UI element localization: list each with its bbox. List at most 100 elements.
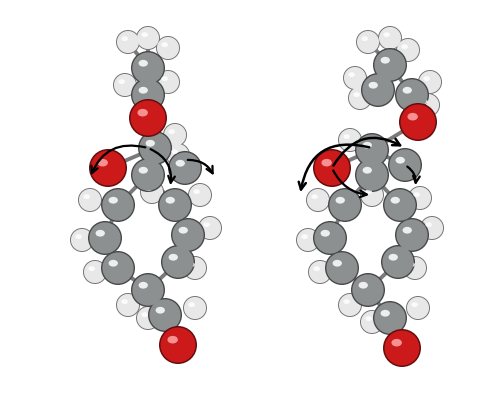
Ellipse shape	[388, 254, 398, 261]
Circle shape	[164, 124, 186, 146]
Circle shape	[159, 326, 197, 364]
Circle shape	[88, 221, 122, 255]
Circle shape	[167, 144, 189, 166]
Circle shape	[132, 79, 164, 110]
Circle shape	[379, 27, 401, 49]
Circle shape	[184, 297, 206, 319]
Circle shape	[132, 159, 164, 190]
Ellipse shape	[362, 36, 368, 41]
Circle shape	[102, 252, 134, 284]
Ellipse shape	[138, 167, 148, 173]
Circle shape	[356, 134, 388, 166]
Ellipse shape	[98, 159, 108, 166]
Circle shape	[132, 274, 164, 306]
Circle shape	[356, 159, 388, 190]
Ellipse shape	[84, 194, 90, 199]
Circle shape	[156, 70, 180, 94]
Ellipse shape	[414, 192, 420, 197]
Circle shape	[117, 294, 139, 316]
Ellipse shape	[332, 260, 342, 267]
Ellipse shape	[380, 57, 390, 64]
Circle shape	[131, 158, 165, 192]
Circle shape	[381, 245, 415, 279]
Ellipse shape	[426, 222, 432, 227]
Circle shape	[396, 79, 428, 110]
Ellipse shape	[336, 197, 345, 204]
Circle shape	[374, 50, 406, 81]
Circle shape	[408, 186, 432, 210]
Circle shape	[183, 256, 207, 280]
Ellipse shape	[142, 32, 148, 37]
Circle shape	[189, 184, 211, 206]
Circle shape	[160, 327, 196, 362]
Circle shape	[339, 129, 361, 151]
Ellipse shape	[122, 299, 128, 304]
Circle shape	[338, 128, 362, 152]
Ellipse shape	[358, 282, 368, 289]
Circle shape	[161, 245, 195, 279]
Circle shape	[313, 149, 351, 187]
Ellipse shape	[408, 113, 418, 120]
Circle shape	[162, 246, 194, 278]
Ellipse shape	[392, 339, 402, 346]
Circle shape	[116, 30, 140, 54]
Circle shape	[70, 228, 94, 252]
Circle shape	[378, 26, 402, 50]
Circle shape	[344, 67, 366, 89]
Circle shape	[90, 223, 120, 254]
Ellipse shape	[312, 194, 318, 199]
Circle shape	[373, 301, 407, 335]
Circle shape	[129, 99, 167, 137]
Circle shape	[157, 37, 179, 59]
Circle shape	[362, 74, 394, 106]
Ellipse shape	[176, 160, 185, 167]
Circle shape	[419, 71, 441, 93]
Circle shape	[156, 36, 180, 60]
Circle shape	[406, 296, 430, 320]
Ellipse shape	[366, 316, 372, 321]
Circle shape	[403, 256, 427, 280]
Circle shape	[360, 310, 384, 334]
Ellipse shape	[162, 42, 168, 47]
Circle shape	[352, 274, 384, 306]
Ellipse shape	[108, 260, 118, 267]
Ellipse shape	[368, 82, 378, 89]
Ellipse shape	[204, 222, 210, 227]
Circle shape	[349, 87, 371, 109]
Circle shape	[343, 66, 367, 90]
Ellipse shape	[142, 312, 148, 317]
Circle shape	[83, 260, 107, 284]
Circle shape	[79, 189, 101, 211]
Circle shape	[338, 293, 362, 317]
Ellipse shape	[348, 72, 355, 77]
Ellipse shape	[188, 302, 195, 307]
Circle shape	[172, 219, 204, 251]
Ellipse shape	[390, 197, 400, 204]
Circle shape	[101, 251, 135, 285]
Circle shape	[360, 183, 384, 207]
Ellipse shape	[96, 230, 105, 237]
Ellipse shape	[344, 299, 350, 304]
Circle shape	[90, 150, 126, 185]
Circle shape	[374, 303, 406, 334]
Circle shape	[356, 30, 380, 54]
Ellipse shape	[302, 234, 308, 239]
Ellipse shape	[138, 109, 148, 116]
Circle shape	[131, 78, 165, 112]
Circle shape	[117, 31, 139, 53]
Circle shape	[184, 257, 206, 279]
Circle shape	[421, 217, 443, 239]
Circle shape	[355, 158, 389, 192]
Circle shape	[171, 218, 205, 252]
Circle shape	[388, 148, 422, 182]
Circle shape	[188, 183, 212, 207]
Circle shape	[314, 223, 346, 254]
Ellipse shape	[194, 189, 200, 194]
Circle shape	[396, 219, 428, 251]
Circle shape	[130, 101, 166, 135]
Ellipse shape	[366, 189, 372, 194]
Circle shape	[102, 189, 134, 221]
Circle shape	[136, 26, 160, 50]
Ellipse shape	[362, 142, 372, 148]
Ellipse shape	[402, 44, 408, 49]
